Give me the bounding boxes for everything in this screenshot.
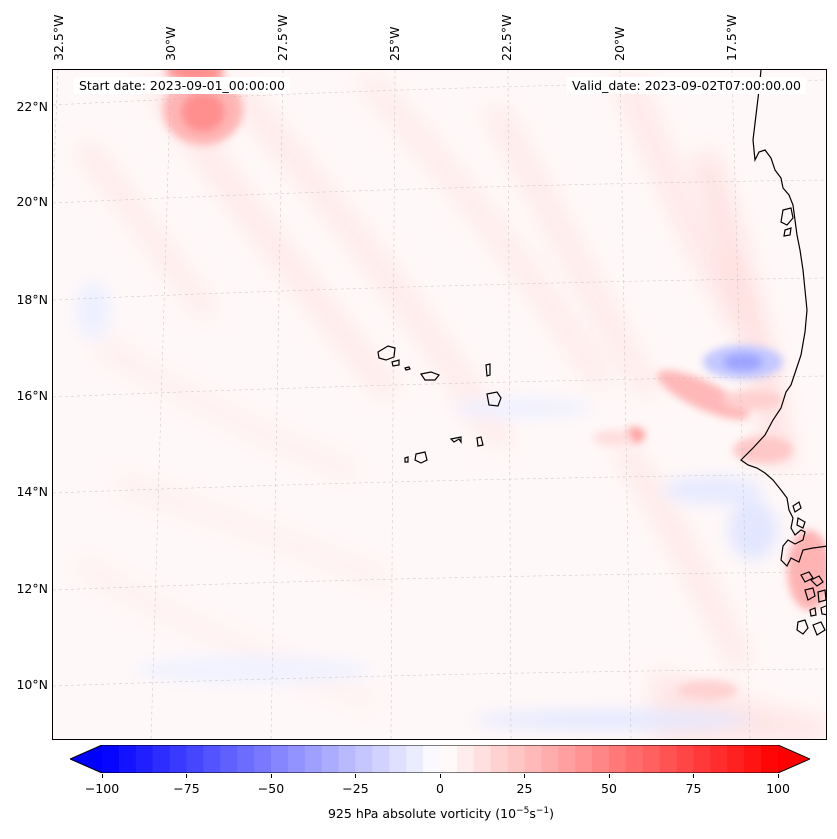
- colorbar-bin: [338, 745, 356, 773]
- map-panel[interactable]: Start date: 2023-09-01_00:00:00 Valid_da…: [52, 69, 827, 740]
- colorbar-tick-label: −25: [342, 781, 369, 796]
- colorbar-bin: [727, 745, 745, 773]
- colorbar-tickmark: [270, 774, 272, 778]
- colorbar-bin: [592, 745, 610, 773]
- colorbar-bin: [203, 745, 221, 773]
- colorbar-bin: [118, 745, 137, 773]
- colorbar-bin: [507, 745, 525, 773]
- colorbar-label-exp1: −5: [516, 806, 530, 816]
- colorbar-bin: [642, 745, 661, 773]
- colorbar-bin: [609, 745, 627, 773]
- colorbar-max-extend: [778, 745, 810, 773]
- lat-label-10n: 10°N: [16, 677, 48, 692]
- colorbar-bin: [440, 745, 458, 773]
- colorbar-label-prefix: 925 hPa absolute vorticity (10: [327, 806, 517, 822]
- start-date-label: Start date: 2023-09-01_00:00:00: [74, 77, 290, 94]
- colorbar-bin: [220, 745, 238, 773]
- colorbar-bin: [169, 745, 187, 773]
- colorbar-label: 925 hPa absolute vorticity (10−5s−1): [0, 806, 837, 821]
- colorbar-bin: [744, 745, 762, 773]
- colorbar: [68, 744, 812, 774]
- colorbar-tickmark: [439, 774, 441, 778]
- lon-label-27-5w: 27.5°W: [275, 14, 290, 61]
- colorbar-tick-label: 100: [766, 781, 790, 796]
- colorbar-bin: [321, 745, 340, 773]
- colorbar-tick-label: 25: [516, 781, 533, 796]
- lon-label-25w: 25°W: [387, 26, 402, 61]
- colorbar-bin: [676, 745, 694, 773]
- colorbar-tickmark: [186, 774, 187, 778]
- lat-label-22n: 22°N: [16, 99, 48, 114]
- vorticity-map: [53, 70, 826, 739]
- colorbar-bin: [186, 745, 204, 773]
- colorbar-bin: [473, 745, 492, 773]
- colorbar-tickmark: [355, 774, 356, 778]
- lon-label-17-5w: 17.5°W: [724, 14, 739, 61]
- colorbar-tick-label: −75: [173, 781, 200, 796]
- colorbar-bin: [135, 745, 154, 773]
- colorbar-tickmark: [101, 774, 103, 778]
- lat-label-12n: 12°N: [16, 581, 48, 596]
- colorbar-svg: [68, 744, 812, 774]
- vorticity-field: [73, 70, 826, 739]
- colorbar-bin: [423, 745, 441, 773]
- gridlines: [53, 70, 826, 739]
- colorbar-tick-label: 75: [685, 781, 702, 796]
- colorbar-bin: [558, 745, 576, 773]
- colorbar-bin: [406, 745, 424, 773]
- lat-label-14n: 14°N: [16, 484, 48, 499]
- colorbar-bin: [490, 745, 509, 773]
- colorbar-bin: [456, 745, 475, 773]
- lat-label-18n: 18°N: [16, 292, 48, 307]
- colorbar-bin: [287, 745, 306, 773]
- colorbar-bin: [659, 745, 678, 773]
- colorbar-bin: [710, 745, 728, 773]
- colorbar-bin: [355, 745, 373, 773]
- lon-label-30w: 30°W: [163, 26, 178, 61]
- cape-verde-islands: [377, 345, 502, 464]
- colorbar-bin: [524, 745, 542, 773]
- colorbar-bin: [304, 745, 323, 773]
- colorbar-tick-label: 0: [436, 781, 444, 796]
- colorbar-label-suffix: ): [549, 806, 554, 822]
- colorbar-label-exp2: −1: [535, 806, 550, 816]
- colorbar-min-extend: [70, 745, 102, 773]
- valid-date-label: Valid_date: 2023-09-02T07:00:00.00: [566, 77, 806, 94]
- colorbar-bin: [237, 745, 255, 773]
- lon-label-20w: 20°W: [612, 26, 627, 61]
- colorbar-tickmark: [777, 774, 779, 778]
- lat-label-20n: 20°N: [16, 194, 48, 209]
- colorbar-bin: [254, 745, 272, 773]
- colorbar-bin: [372, 745, 390, 773]
- colorbar-tick-label: −100: [84, 781, 120, 796]
- colorbar-bin: [389, 745, 407, 773]
- colorbar-bin: [693, 745, 711, 773]
- colorbar-bin: [152, 745, 171, 773]
- colorbar-bin: [625, 745, 644, 773]
- colorbar-tick-label: −50: [257, 781, 285, 796]
- lat-label-16n: 16°N: [16, 388, 48, 403]
- colorbar-tickmark: [693, 774, 694, 778]
- colorbar-bin: [575, 745, 593, 773]
- colorbar-tickmark: [608, 774, 610, 778]
- colorbar-bin: [102, 745, 120, 773]
- colorbar-tickmark: [524, 774, 525, 778]
- colorbar-label-mid: s: [529, 806, 536, 822]
- colorbar-bin: [271, 745, 289, 773]
- lon-label-32-5w: 32.5°W: [51, 14, 66, 61]
- colorbar-tick-label: 50: [601, 781, 617, 796]
- colorbar-bin: [541, 745, 559, 773]
- lon-label-22-5w: 22.5°W: [499, 14, 514, 61]
- colorbar-bin: [761, 745, 779, 773]
- west-africa-coastline: [740, 70, 826, 636]
